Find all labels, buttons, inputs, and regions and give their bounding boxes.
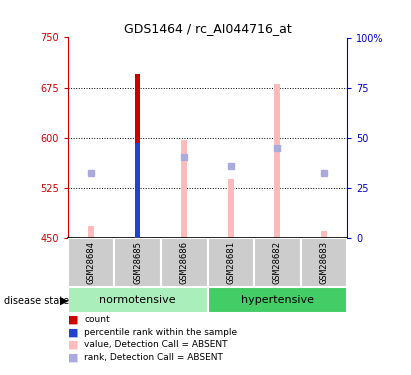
Bar bbox=[275, 84, 280, 238]
Bar bbox=[301, 238, 347, 287]
Bar bbox=[88, 226, 94, 238]
Bar bbox=[68, 238, 114, 287]
Bar bbox=[181, 140, 187, 238]
Text: count: count bbox=[84, 315, 110, 324]
Bar bbox=[135, 143, 141, 238]
Bar bbox=[135, 74, 141, 238]
Bar bbox=[161, 238, 208, 287]
Text: value, Detection Call = ABSENT: value, Detection Call = ABSENT bbox=[84, 340, 228, 350]
Text: ▶: ▶ bbox=[60, 296, 68, 306]
Text: disease state: disease state bbox=[4, 296, 69, 306]
Text: ■: ■ bbox=[68, 327, 79, 337]
Text: ■: ■ bbox=[68, 340, 79, 350]
Bar bbox=[114, 238, 161, 287]
Text: normotensive: normotensive bbox=[99, 295, 176, 305]
Bar bbox=[68, 287, 208, 313]
Text: GSM28683: GSM28683 bbox=[319, 241, 328, 284]
Bar bbox=[208, 238, 254, 287]
Text: hypertensive: hypertensive bbox=[241, 295, 314, 305]
Text: rank, Detection Call = ABSENT: rank, Detection Call = ABSENT bbox=[84, 353, 223, 362]
Text: percentile rank within the sample: percentile rank within the sample bbox=[84, 328, 238, 337]
Text: GSM28685: GSM28685 bbox=[133, 241, 142, 284]
Text: ■: ■ bbox=[68, 315, 79, 324]
Bar bbox=[254, 238, 301, 287]
Bar bbox=[208, 287, 347, 313]
Text: GSM28681: GSM28681 bbox=[226, 241, 236, 284]
Text: GSM28682: GSM28682 bbox=[273, 241, 282, 284]
Bar bbox=[228, 179, 234, 238]
Text: GSM28686: GSM28686 bbox=[180, 241, 189, 284]
Text: ■: ■ bbox=[68, 353, 79, 363]
Text: GSM28684: GSM28684 bbox=[87, 241, 96, 284]
Title: GDS1464 / rc_AI044716_at: GDS1464 / rc_AI044716_at bbox=[124, 22, 291, 35]
Bar bbox=[321, 231, 327, 238]
